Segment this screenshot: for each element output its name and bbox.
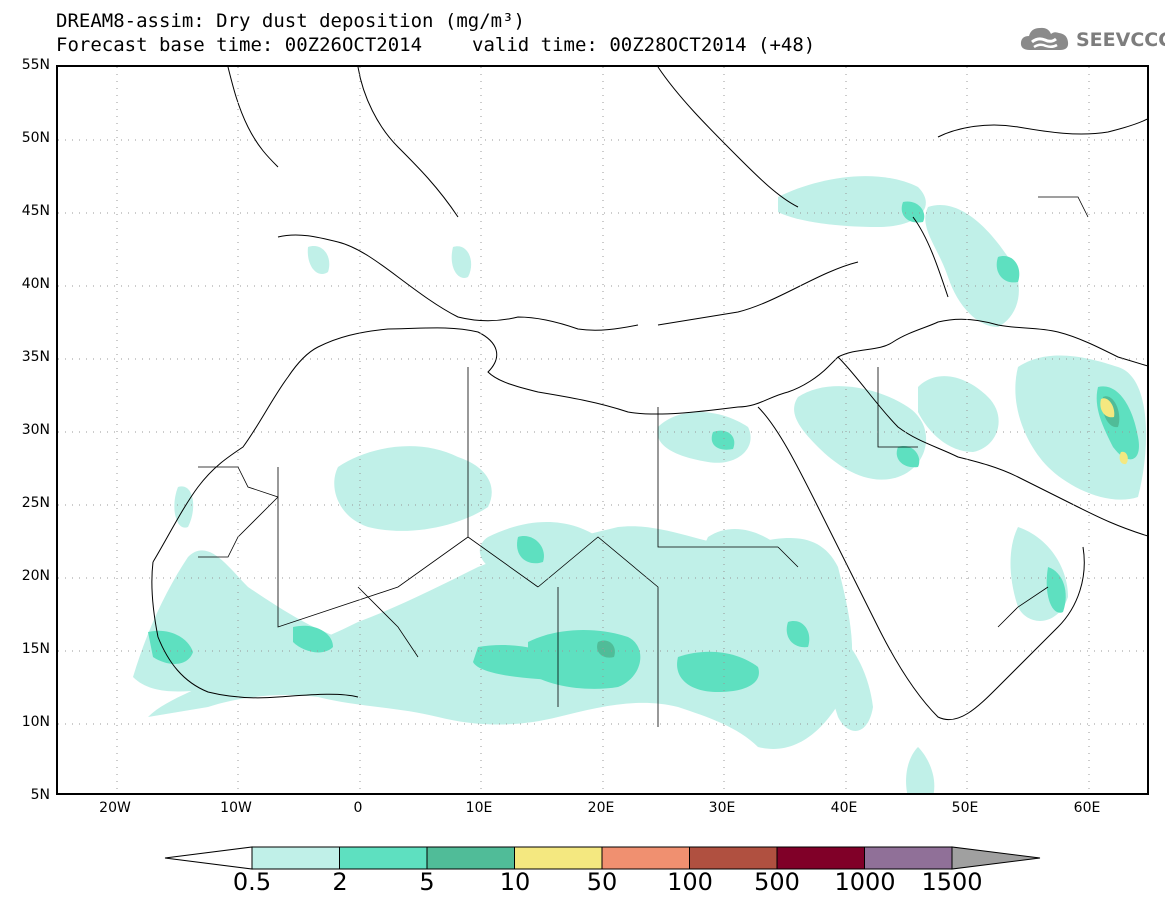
colorbar-swatch (689, 846, 778, 870)
x-tick-label: 20E (587, 800, 615, 816)
colorbar-label: 100 (667, 868, 713, 896)
y-tick-label: 30N (21, 422, 50, 438)
colorbar-label: 1500 (921, 868, 983, 896)
y-tick-label: 20N (21, 568, 50, 584)
y-tick-label: 5N (30, 787, 50, 803)
logo-text: SEEVCCC (1076, 29, 1165, 51)
colorbar-swatch (864, 846, 953, 870)
colorbar-over-arrow (951, 846, 1041, 870)
x-tick-label: 60E (1073, 800, 1101, 816)
y-tick-label: 50N (21, 130, 50, 146)
x-tick-label: 0 (353, 800, 363, 816)
base-time: Forecast base time: 00Z26OCT2014 (56, 34, 423, 56)
map-title: DREAM8-assim: Dry dust deposition (mg/m³… (56, 10, 525, 32)
colorbar-under-arrow (164, 846, 253, 870)
x-tick-label: 50E (951, 800, 979, 816)
y-tick-label: 45N (21, 203, 50, 219)
y-tick-label: 15N (21, 641, 50, 657)
colorbar-label: 5 (419, 868, 435, 896)
colorbar-swatch (601, 846, 690, 870)
colorbar-label: 0.5 (232, 868, 272, 896)
x-tick-label: 30E (708, 800, 736, 816)
colorbar-label: 1000 (834, 868, 896, 896)
colorbar-label: 50 (586, 868, 618, 896)
colorbar-swatch (514, 846, 603, 870)
dust-field-high (1100, 398, 1128, 465)
colorbar-swatch (339, 846, 428, 870)
y-tick-label: 55N (21, 57, 50, 73)
map-canvas (58, 67, 1147, 793)
colorbar-swatch (426, 846, 515, 870)
cloud-icon (1020, 27, 1069, 50)
y-tick-label: 35N (21, 349, 50, 365)
y-tick-label: 25N (21, 495, 50, 511)
map-panel[interactable] (56, 65, 1149, 795)
graticule (58, 67, 1147, 793)
colorbar-label: 500 (754, 868, 800, 896)
x-tick-label: 10W (220, 800, 252, 816)
colorbar-swatch (776, 846, 865, 870)
country-borders (198, 196, 1089, 727)
colorbar-swatch (251, 846, 340, 870)
dust-field-light (133, 176, 1147, 793)
time-info: Forecast base time: 00Z26OCT2014 valid ti… (56, 34, 815, 56)
x-tick-label: 40E (830, 800, 858, 816)
seevccc-logo: SEEVCCC (1018, 24, 1165, 56)
coastlines (151, 67, 1147, 721)
y-tick-label: 40N (21, 276, 50, 292)
colorbar-label: 10 (499, 868, 531, 896)
x-tick-label: 10E (465, 800, 493, 816)
x-tick-label: 20W (99, 800, 131, 816)
colorbar-label: 2 (332, 868, 348, 896)
valid-time: valid time: 00Z28OCT2014 (+48) (472, 34, 816, 56)
y-tick-label: 10N (21, 714, 50, 730)
